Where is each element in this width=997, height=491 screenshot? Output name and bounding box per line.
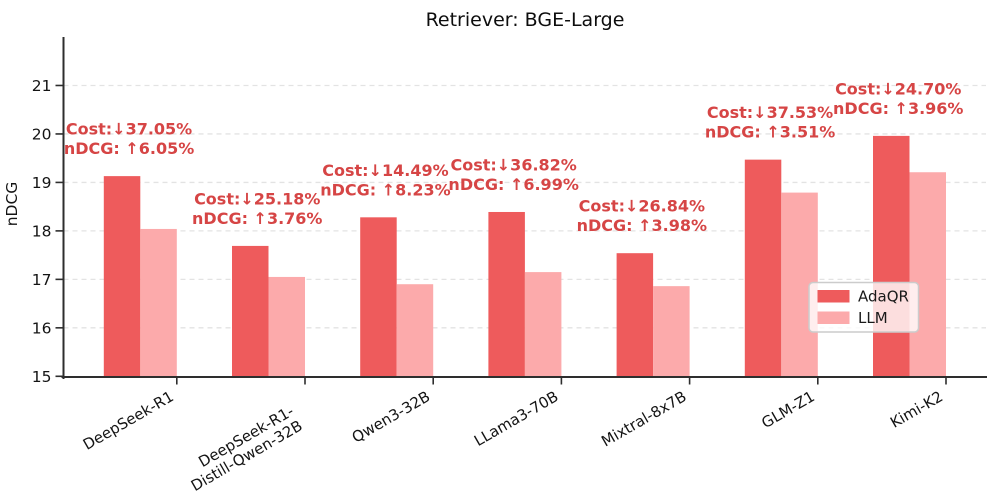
x-tick-labels: DeepSeek-R1 DeepSeek-R1-Distill-Qwen-32B Q… (80, 387, 946, 491)
bars (103, 135, 946, 377)
annotation-cost: Cost:↓26.84% (579, 197, 705, 216)
bar-adaqr-2 (360, 217, 397, 377)
annotation-ndcg: nDCG: ↑3.51% (705, 123, 835, 142)
bar-adaqr-5 (744, 159, 782, 377)
y-tick-label: 15 (32, 368, 52, 386)
x-tick-label: Mixtral-8x7B (598, 387, 689, 450)
annotation-cost: Cost:↓25.18% (194, 189, 320, 208)
x-tick-label: DeepSeek-R1-Distill-Qwen-32B (179, 402, 305, 491)
annotation-ndcg: nDCG: ↑3.96% (833, 99, 963, 118)
annotation-cost: Cost:↓37.05% (66, 120, 192, 139)
x-tick-label: LLama3-70B (471, 387, 561, 450)
legend-swatch-llm (817, 311, 850, 324)
bar-llm-1 (268, 276, 305, 377)
bar-adaqr-3 (488, 211, 525, 377)
bar-adaqr-4 (616, 253, 654, 377)
y-tick-label: 17 (32, 271, 52, 289)
axes: 15 16 17 18 19 20 21 (32, 37, 987, 386)
annotation-ndcg: nDCG: ↑3.98% (577, 216, 707, 235)
y-tick-label: 18 (32, 222, 52, 240)
y-tick-label: 19 (32, 174, 52, 192)
legend: AdaQR LLM (808, 281, 920, 333)
bar-adaqr-1 (232, 245, 269, 377)
legend-label-llm: LLM (858, 309, 888, 327)
bar-llm-2 (396, 284, 434, 377)
annotation-cost: Cost:↓14.49% (322, 161, 448, 180)
bar-llm-3 (524, 272, 562, 377)
bar-llm-4 (653, 286, 690, 377)
bar-adaqr-0 (103, 176, 141, 377)
x-tick-label: GLM-Z1 (758, 387, 817, 432)
y-tick-label: 20 (32, 125, 52, 143)
annotation-ndcg: nDCG: ↑6.05% (64, 139, 194, 158)
y-tick-label: 16 (32, 319, 52, 337)
annotation-cost: Cost:↓36.82% (450, 155, 576, 174)
annotation-ndcg: nDCG: ↑3.76% (192, 209, 322, 228)
x-tick-label: DeepSeek-R1 (80, 387, 177, 453)
y-tick-label: 21 (32, 77, 52, 95)
legend-label-adaqr: AdaQR (858, 288, 909, 306)
annotation-cost: Cost:↓37.53% (707, 103, 833, 122)
legend-swatch-adaqr (817, 290, 850, 303)
annotation-ndcg: nDCG: ↑8.23% (320, 180, 450, 199)
bar-llm-0 (140, 228, 177, 377)
chart-title: Retriever: BGE-Large (426, 9, 625, 31)
annotations: Cost:↓37.05%nDCG: ↑6.05%Cost:↓25.18%nDCG… (64, 79, 964, 235)
bar-llm-6 (909, 172, 946, 377)
x-tick-label: Qwen3-32B (349, 387, 433, 446)
y-axis-title: nDCG (3, 182, 21, 227)
annotation-ndcg: nDCG: ↑6.99% (448, 175, 578, 194)
annotation-cost: Cost:↓24.70% (835, 79, 961, 98)
bar-adaqr-6 (873, 135, 910, 377)
x-tick-label: Kimi-K2 (887, 387, 946, 431)
